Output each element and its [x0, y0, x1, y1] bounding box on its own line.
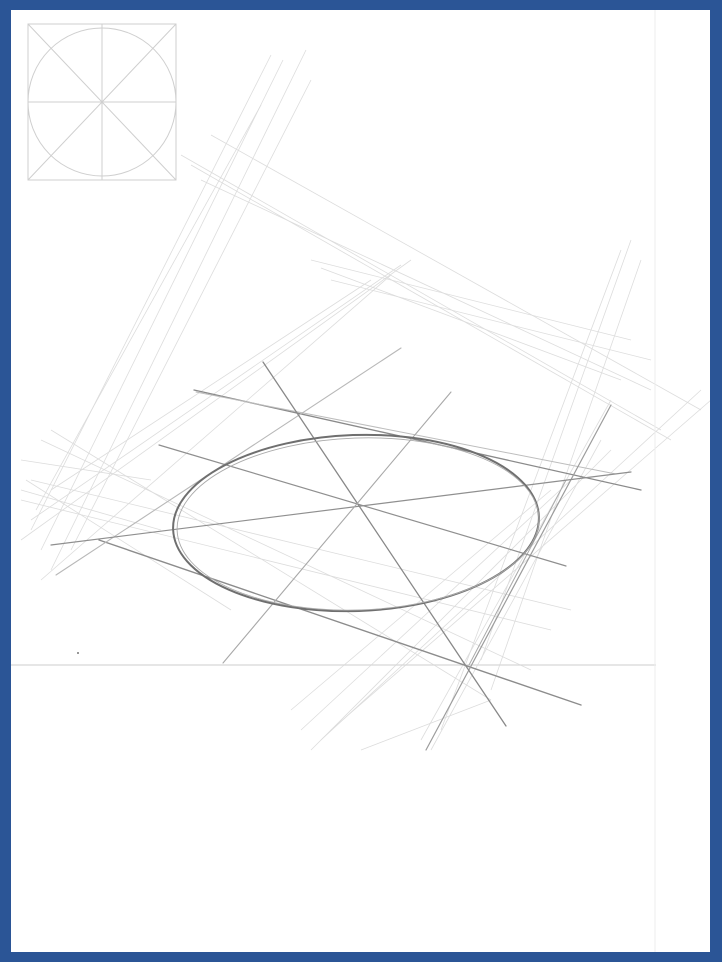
construction-lines [20, 49, 710, 751]
axis-horizontal [50, 471, 632, 546]
square-edge-front [98, 539, 582, 706]
perspective-ellipse-sketch [176, 437, 540, 611]
square-edge-back-2 [195, 391, 617, 475]
axis-depth [158, 444, 567, 567]
sketch-canvas [11, 10, 710, 952]
square-edge-right [425, 404, 612, 751]
pencil-dot [77, 652, 79, 654]
square-edge-right-2 [468, 479, 567, 666]
square-edge-back [193, 389, 642, 491]
square-edge-left [55, 347, 402, 576]
reference-diagonal-b [27, 23, 177, 181]
diagonal-a [262, 361, 507, 727]
sketch-svg [11, 10, 710, 952]
circle-in-square-reference-icon [27, 23, 177, 181]
perspective-ellipse-construction [50, 347, 642, 751]
